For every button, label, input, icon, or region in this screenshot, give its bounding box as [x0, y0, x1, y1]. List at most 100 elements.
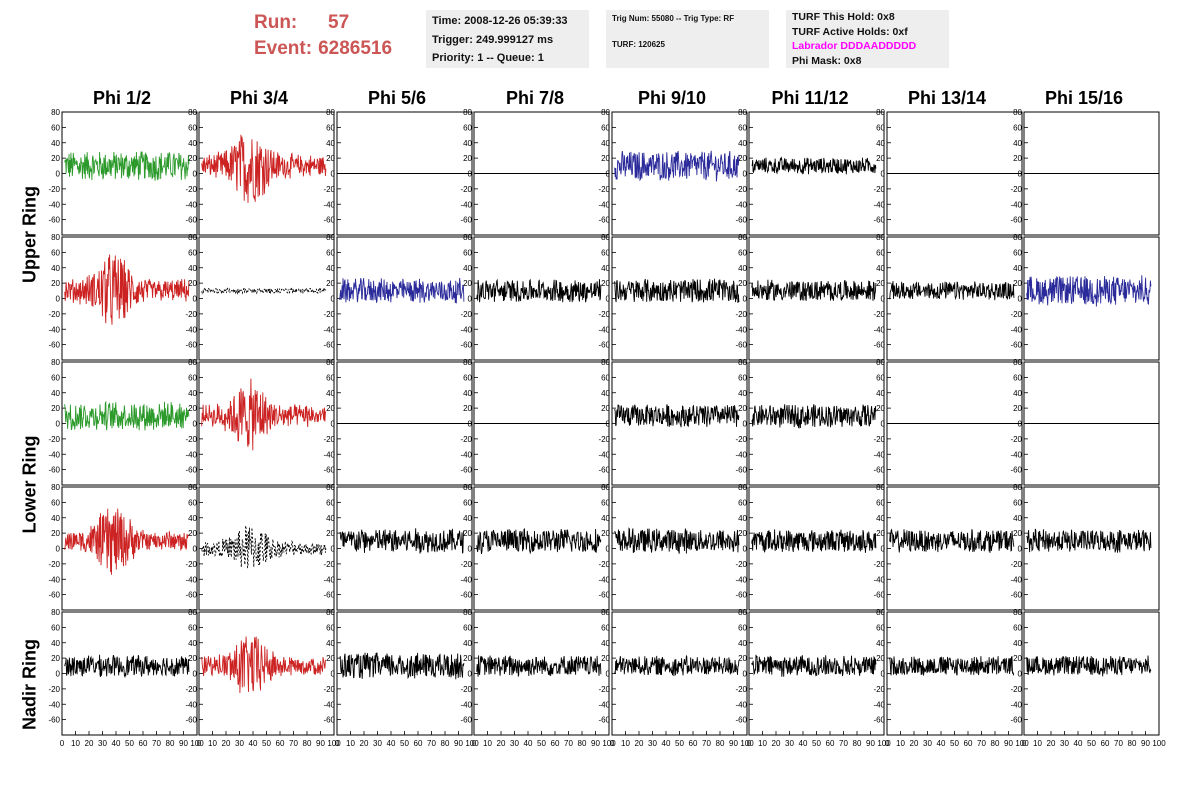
x-tick-label: 0	[747, 739, 752, 748]
y-tick-label: -60	[735, 466, 747, 475]
y-tick-label: 80	[326, 608, 335, 617]
x-tick-label: 50	[125, 739, 134, 748]
y-tick-label: 20	[326, 654, 335, 663]
x-tick-label: 20	[910, 739, 919, 748]
y-tick-label: 60	[51, 248, 60, 257]
y-tick-label: 0	[881, 670, 886, 679]
y-tick-label: 40	[463, 389, 472, 398]
x-tick-label: 40	[1074, 739, 1083, 748]
y-tick-label: 80	[326, 483, 335, 492]
x-tick-label: 10	[1033, 739, 1042, 748]
y-tick-label: 80	[876, 608, 885, 617]
y-tick-label: 60	[601, 623, 610, 632]
y-tick-label: 40	[188, 264, 197, 273]
y-tick-label: -60	[1010, 591, 1022, 600]
y-tick-label: -60	[323, 341, 335, 350]
y-tick-label: -40	[1010, 575, 1022, 584]
x-tick-label: 20	[222, 739, 231, 748]
waveform-trace	[476, 655, 602, 678]
y-tick-label: -60	[735, 216, 747, 225]
y-tick-label: 20	[601, 404, 610, 413]
y-tick-label: 80	[876, 233, 885, 242]
x-tick-label: 10	[346, 739, 355, 748]
y-tick-label: 60	[463, 123, 472, 132]
y-tick-label: -60	[873, 216, 885, 225]
y-tick-label: -20	[48, 435, 60, 444]
y-tick-label: -60	[598, 216, 610, 225]
y-tick-label: 80	[188, 358, 197, 367]
y-tick-label: -20	[323, 435, 335, 444]
waveform-panel-1-3: 80 60 40 20 0 -20 -40 -60	[460, 233, 610, 361]
waveform-trace	[614, 654, 740, 677]
y-tick-label: 0	[193, 670, 198, 679]
y-tick-label: -20	[873, 560, 885, 569]
y-tick-label: -60	[1010, 716, 1022, 725]
y-tick-label: -60	[48, 716, 60, 725]
x-tick-label: 20	[1047, 739, 1056, 748]
waveform-trace	[339, 652, 465, 680]
waveform-trace	[64, 508, 190, 575]
y-tick-label: 20	[326, 154, 335, 163]
y-tick-label: 40	[51, 639, 60, 648]
y-tick-label: -60	[598, 341, 610, 350]
y-tick-label: -40	[735, 700, 747, 709]
waveform-panel-2-3: 80 60 40 20 0 -20 -40 -60	[460, 358, 610, 486]
y-tick-label: 20	[601, 654, 610, 663]
trig-info-box: Trig Num: 55080 -- Trig Type: RF TURF: 1…	[606, 10, 769, 68]
y-tick-label: 20	[1013, 529, 1022, 538]
y-tick-label: 80	[326, 108, 335, 117]
y-tick-label: -40	[1010, 450, 1022, 459]
x-tick-label: 60	[414, 739, 423, 748]
x-tick-label: 60	[826, 739, 835, 748]
y-tick-label: 20	[463, 279, 472, 288]
y-tick-label: -60	[460, 466, 472, 475]
waveform-panel-3-0: 80 60 40 20 0 -20 -40 -60	[48, 483, 198, 611]
x-tick-label: 30	[785, 739, 794, 748]
y-tick-label: 60	[51, 623, 60, 632]
y-tick-label: 20	[326, 529, 335, 538]
waveform-panel-2-6: 80 60 40 20 0 -20 -40 -60	[873, 358, 1023, 486]
y-tick-label: 20	[876, 279, 885, 288]
x-tick-label: 100	[602, 739, 616, 748]
y-tick-label: 40	[738, 514, 747, 523]
x-tick-label: 20	[360, 739, 369, 748]
y-tick-label: 40	[876, 639, 885, 648]
y-tick-label: -40	[460, 450, 472, 459]
y-tick-label: -20	[48, 685, 60, 694]
phi-label-7: Phi 13/14	[907, 88, 987, 108]
y-tick-label: -20	[598, 435, 610, 444]
y-tick-label: 60	[876, 623, 885, 632]
y-tick-label: 0	[193, 420, 198, 429]
turf-hold-text: TURF This Hold: 0x8	[792, 11, 895, 23]
panel-frame	[61, 236, 198, 361]
y-tick-label: 60	[738, 373, 747, 382]
waveform-trace	[614, 527, 740, 554]
y-tick-label: 40	[1013, 639, 1022, 648]
y-tick-label: 20	[601, 279, 610, 288]
waveform-panel-0-3: 80 60 40 20 0 -20 -40 -60	[460, 108, 610, 236]
run-event-block: Run: 57 Event: 6286516	[254, 10, 392, 62]
x-tick-label: 80	[166, 739, 175, 748]
panel-frame	[611, 361, 748, 486]
y-tick-label: -40	[323, 575, 335, 584]
y-tick-label: -20	[185, 185, 197, 194]
turf-info-box: TURF This Hold: 0x8 TURF Active Holds: 0…	[786, 10, 949, 68]
x-tick-label: 40	[387, 739, 396, 748]
y-tick-label: 40	[463, 639, 472, 648]
y-tick-label: -40	[323, 200, 335, 209]
trigger-text: Trigger: 249.999127 ms	[432, 33, 554, 46]
y-tick-label: 60	[738, 123, 747, 132]
y-tick-label: 0	[468, 670, 473, 679]
y-tick-label: 20	[188, 529, 197, 538]
y-tick-label: 20	[1013, 154, 1022, 163]
y-tick-label: -60	[1010, 216, 1022, 225]
turf-text: TURF: 120625	[612, 40, 665, 49]
y-tick-label: 80	[738, 358, 747, 367]
waveform-panel-3-1: 80 60 40 20 0 -20 -40 -60	[185, 483, 335, 611]
y-tick-label: 40	[876, 389, 885, 398]
y-tick-label: 80	[876, 483, 885, 492]
y-tick-label: 40	[326, 514, 335, 523]
y-tick-label: 40	[188, 514, 197, 523]
y-tick-label: 60	[601, 498, 610, 507]
